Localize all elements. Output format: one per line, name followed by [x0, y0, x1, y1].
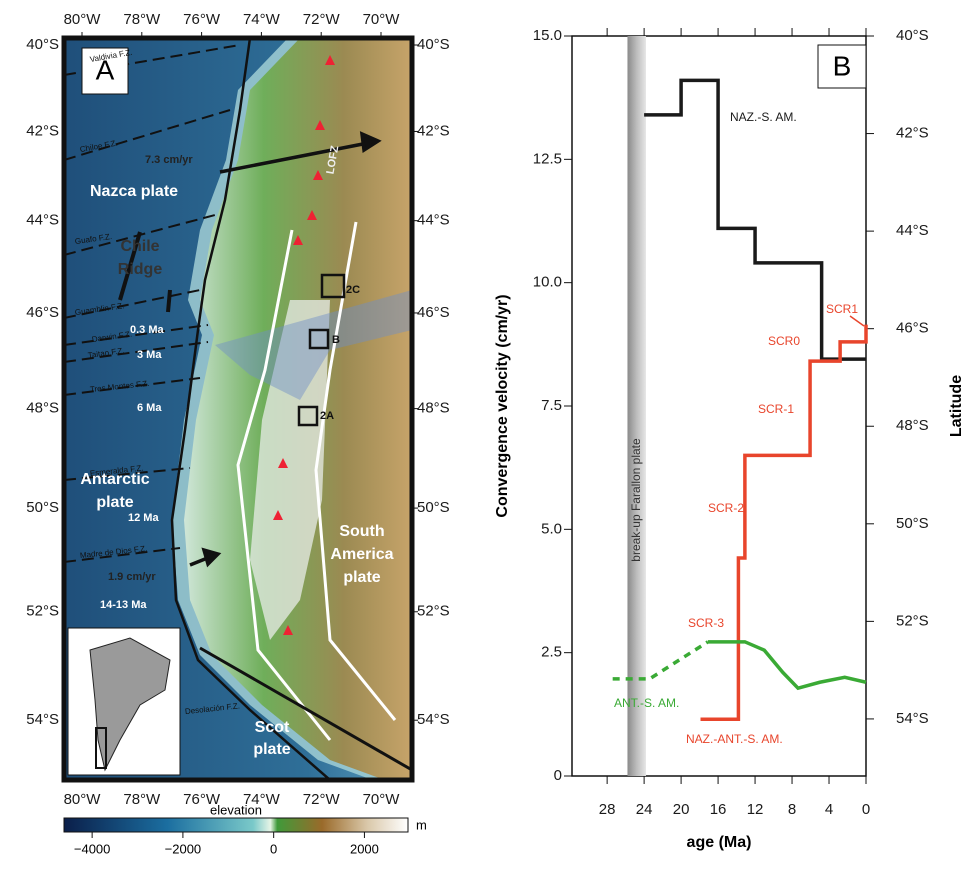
x-tick-label: 24: [636, 801, 653, 818]
y-tick-label: 15.0: [533, 27, 562, 44]
figure: A elevation m B age (Ma) Convergence vel…: [0, 0, 972, 876]
lat-tick-label: 48°S: [26, 400, 59, 417]
colorbar-tick-label: −4000: [74, 841, 111, 856]
annotation-arrow: [850, 316, 864, 326]
series-line: [701, 325, 866, 720]
lon-tick-label: 72°W: [303, 791, 341, 808]
lat-tick-label: 42°S: [26, 122, 59, 139]
y2-tick-label: 44°S: [896, 222, 929, 239]
colorbar-unit: m: [416, 817, 427, 832]
y2-tick-label: 48°S: [896, 417, 929, 434]
map-label: 2A: [320, 410, 334, 422]
map-label: Chile: [120, 238, 159, 255]
map-label: 1.9 cm/yr: [108, 571, 156, 583]
x-tick-label: 16: [710, 801, 727, 818]
map-label: Nazca plate: [90, 183, 178, 200]
lon-tick-label: 74°W: [243, 11, 281, 28]
x-axis-title: age (Ma): [687, 834, 752, 851]
lon-tick-label: 72°W: [303, 11, 341, 28]
map-label: 12 Ma: [128, 512, 159, 524]
shaded-band: [627, 36, 645, 776]
x-tick-label: 0: [862, 801, 870, 818]
map-label: Ridge: [118, 261, 163, 278]
series-label: ANT.-S. AM.: [614, 696, 679, 710]
lat-tick-label: 54°S: [26, 711, 59, 728]
colorbar: [64, 818, 408, 832]
map-label: 0.3 Ma: [130, 324, 165, 336]
y2-tick-label: 46°S: [896, 320, 929, 337]
lon-tick-label: 80°W: [64, 791, 102, 808]
map-label: plate: [96, 494, 133, 511]
y-tick-label: 10.0: [533, 274, 562, 291]
y-tick-label: 12.5: [533, 150, 562, 167]
y2-axis-title: Latitude: [948, 375, 965, 437]
lat-tick-label: 50°S: [26, 499, 59, 516]
map-label: 2C: [346, 284, 360, 296]
y-tick-label: 5.0: [541, 520, 562, 537]
y-tick-label: 0: [554, 767, 562, 784]
map: [64, 38, 412, 790]
map-label: 3 Ma: [137, 349, 162, 361]
map-label: America: [330, 546, 393, 563]
lon-tick-label: 70°W: [363, 11, 401, 28]
series-line: [708, 642, 866, 688]
colorbar-tick-label: 2000: [350, 841, 379, 856]
map-label: plate: [343, 569, 380, 586]
lon-tick-label: 78°W: [123, 11, 161, 28]
lat-tick-label: 46°S: [417, 304, 450, 321]
lat-tick-label: 40°S: [417, 36, 450, 53]
map-label: plate: [253, 741, 290, 758]
series-label: NAZ.-S. AM.: [730, 110, 797, 124]
lat-tick-label: 52°S: [417, 603, 450, 620]
annotation: SCR-3: [688, 616, 724, 630]
lat-tick-label: 48°S: [417, 400, 450, 417]
colorbar-tick-label: −2000: [165, 841, 202, 856]
lon-tick-label: 80°W: [64, 11, 102, 28]
y-tick-label: 2.5: [541, 644, 562, 661]
panel-label: B: [833, 50, 852, 81]
lon-tick-label: 76°W: [183, 11, 221, 28]
annotation: SCR-2: [708, 501, 744, 515]
y2-tick-label: 54°S: [896, 710, 929, 727]
map-label: 14-13 Ma: [100, 599, 147, 611]
lat-tick-label: 40°S: [26, 36, 59, 53]
map-label: 7.3 cm/yr: [145, 154, 193, 166]
lon-tick-label: 78°W: [123, 791, 161, 808]
y2-tick-label: 42°S: [896, 125, 929, 142]
lat-tick-label: 54°S: [417, 711, 450, 728]
annotation: SCR-1: [758, 402, 794, 416]
lon-tick-label: 74°W: [243, 791, 281, 808]
y2-tick-label: 50°S: [896, 515, 929, 532]
y2-tick-label: 52°S: [896, 612, 929, 629]
lat-tick-label: 52°S: [26, 603, 59, 620]
lat-tick-label: 44°S: [26, 212, 59, 229]
x-tick-label: 4: [825, 801, 833, 818]
lat-tick-label: 44°S: [417, 212, 450, 229]
annotation: SCR1: [826, 302, 858, 316]
x-tick-label: 8: [788, 801, 796, 818]
x-tick-label: 20: [673, 801, 690, 818]
y2-tick-label: 40°S: [896, 27, 929, 44]
map-label: Scot: [255, 719, 290, 736]
lon-tick-label: 70°W: [363, 791, 401, 808]
lon-tick-label: 76°W: [183, 791, 221, 808]
annotation: SCR0: [768, 334, 800, 348]
series-label: NAZ.-ANT.-S. AM.: [686, 732, 783, 746]
lat-tick-label: 42°S: [417, 122, 450, 139]
lat-tick-label: 46°S: [26, 304, 59, 321]
y-axis-title: Convergence velocity (cm/yr): [494, 294, 511, 517]
band-label: break-up Farallon plate: [629, 438, 643, 562]
map-label: 6 Ma: [137, 402, 162, 414]
x-tick-label: 28: [599, 801, 616, 818]
lat-tick-label: 50°S: [417, 499, 450, 516]
map-label: B: [332, 334, 340, 346]
ridge: [168, 290, 170, 312]
series-line: [613, 642, 708, 679]
x-tick-label: 12: [747, 801, 764, 818]
colorbar-tick-label: 0: [270, 841, 277, 856]
map-label: South: [339, 523, 384, 540]
y-tick-label: 7.5: [541, 397, 562, 414]
